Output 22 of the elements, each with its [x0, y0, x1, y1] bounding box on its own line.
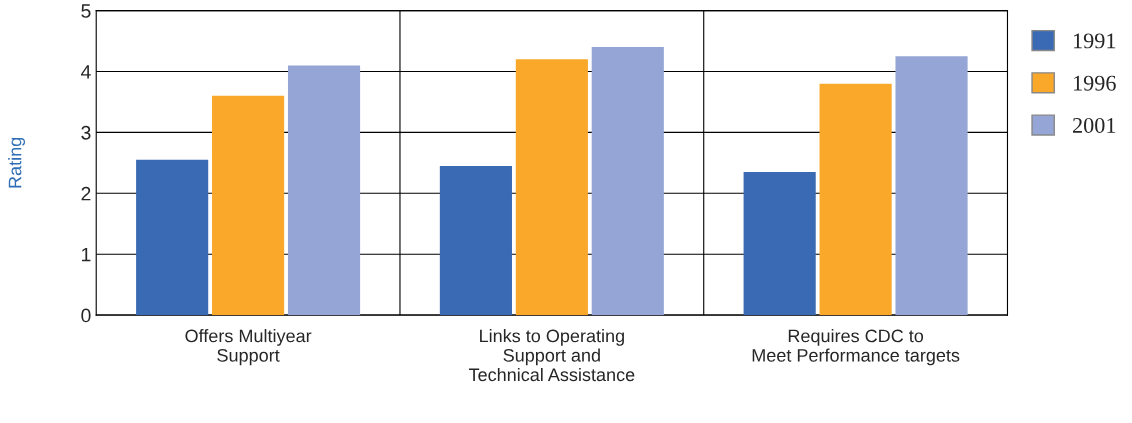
- y-tick-label: 5: [81, 4, 91, 18]
- y-tick-label: 0: [81, 308, 91, 323]
- bar: [591, 47, 664, 316]
- bar: [136, 159, 209, 316]
- x-tick-label: Links to Operating Support and Technical Assistance: [468, 329, 635, 382]
- bar: [895, 56, 968, 316]
- bar: [819, 83, 892, 316]
- bar: [287, 65, 361, 316]
- x-tick-label: Offers Multiyear Support: [185, 329, 312, 366]
- bar: [515, 59, 588, 316]
- y-axis-title: Rating: [8, 137, 25, 188]
- bar: [743, 171, 816, 316]
- y-tick-label: 4: [80, 65, 91, 79]
- y-tick-label: 3: [81, 125, 91, 140]
- x-tick-label: Requires CDC to Meet Performance targets: [752, 329, 960, 366]
- y-tick-label: 1: [82, 247, 91, 262]
- bar: [439, 165, 512, 316]
- bar: [212, 95, 285, 316]
- legend-label: 1991: [1073, 33, 1116, 49]
- y-tick-label: 2: [81, 186, 91, 201]
- legend-label: 1996: [1073, 75, 1116, 91]
- legend-label: 2001: [1073, 117, 1116, 133]
